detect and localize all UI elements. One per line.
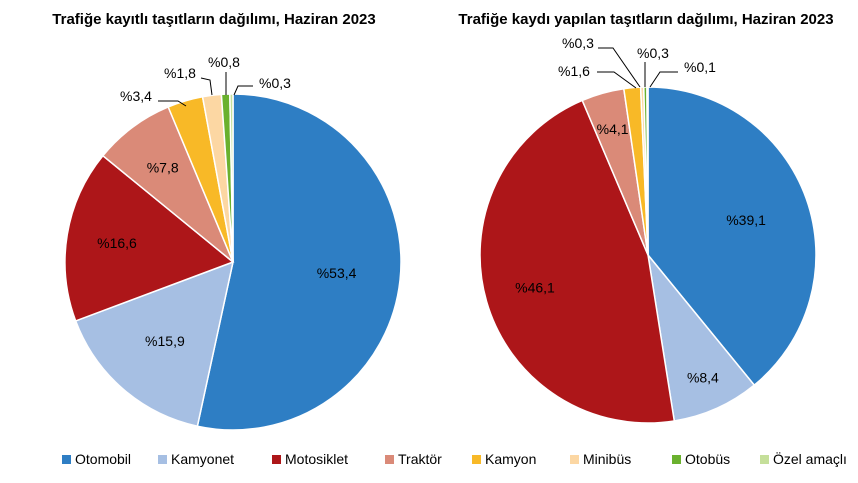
pie0-slice-kamyonet xyxy=(74,260,235,428)
legend-label-ozel-amacli: Özel amaçlı xyxy=(773,450,847,467)
pie1-label-minibus: %0,3 xyxy=(562,35,594,51)
legend-label-motosiklet: Motosiklet xyxy=(285,451,348,467)
legend-label-traktor: Traktör xyxy=(398,451,442,467)
pie0-label-traktor: %7,8 xyxy=(147,160,179,176)
legend-label-kamyonet: Kamyonet xyxy=(171,451,234,467)
legend-swatch-otomobil xyxy=(62,455,71,464)
pie-left: %53,4 %15,9 %16,6 %7,8 %3,4 %1,8 %0,8 %0,3 xyxy=(64,54,402,431)
pie1-slice-kamyonet xyxy=(646,252,756,422)
legend-item-otobus: Otobüs xyxy=(672,451,730,467)
pie0-leader-minibus xyxy=(200,77,213,96)
pie0-label-otobus: %0,8 xyxy=(208,54,240,70)
pie0-slice-otomobil xyxy=(196,93,402,431)
legend-swatch-kamyon xyxy=(472,455,481,464)
pie0-slice-ozel-amacli xyxy=(229,93,234,263)
legend-swatch-traktor xyxy=(385,455,394,464)
legend-item-ozel-amacli: Özel amaçlı xyxy=(760,450,847,467)
pie1-label-traktor: %4,1 xyxy=(597,121,629,137)
legend-swatch-ozel-amacli xyxy=(760,455,769,464)
pie-right: %39,1 %8,4 %46,1 %4,1 %1,6 %0,3 %0,3 %0,1 xyxy=(479,35,817,424)
pie1-leader-minibus xyxy=(598,47,641,88)
pie0-label-otomobil: %53,4 xyxy=(317,265,357,281)
pie1-leader-ozel-amacli xyxy=(649,71,678,88)
pie1-slice-otomobil xyxy=(647,86,817,387)
chart-title-left: Trafiğe kayıtlı taşıtların dağılımı, Haz… xyxy=(52,11,375,28)
pie0-leader-kamyon xyxy=(158,100,187,107)
pie0-label-motosiklet: %16,6 xyxy=(97,235,137,251)
legend-label-otobus: Otobüs xyxy=(685,451,730,467)
pie0-slice-motosiklet xyxy=(64,154,235,322)
legend: Otomobil Kamyonet Motosiklet Traktör Kamyon M… xyxy=(62,450,847,467)
pie1-label-otobus: %0,3 xyxy=(637,45,669,61)
pie1-slice-motosiklet xyxy=(479,99,676,424)
pie1-label-kamyon: %1,6 xyxy=(558,63,590,79)
pie1-slice-ozel-amacli xyxy=(646,86,649,256)
legend-item-kamyonet: Kamyonet xyxy=(158,451,234,467)
pie0-label-ozel-amacli: %0,3 xyxy=(259,75,291,91)
pie1-label-kamyonet: %8,4 xyxy=(687,370,719,386)
pie0-leader-ozel-amacli xyxy=(233,85,253,96)
legend-swatch-motosiklet xyxy=(272,455,281,464)
legend-swatch-kamyonet xyxy=(158,455,167,464)
legend-label-kamyon: Kamyon xyxy=(485,451,536,467)
pie0-label-kamyon: %3,4 xyxy=(120,88,152,104)
pie0-label-kamyonet: %15,9 xyxy=(145,333,185,349)
legend-item-traktor: Traktör xyxy=(385,451,442,467)
pie1-leader-kamyon xyxy=(597,71,637,89)
pie1-label-otomobil: %39,1 xyxy=(726,212,766,228)
legend-swatch-otobus xyxy=(672,455,681,464)
legend-label-minibus: Minibüs xyxy=(583,451,631,467)
pie1-label-motosiklet: %46,1 xyxy=(515,280,555,296)
pie1-label-ozel-amacli: %0,1 xyxy=(684,59,716,75)
legend-item-motosiklet: Motosiklet xyxy=(272,451,348,467)
chart-title-right: Trafiğe kaydı yapılan taşıtların dağılım… xyxy=(458,11,833,28)
pie0-label-minibus: %1,8 xyxy=(164,65,196,81)
legend-item-minibus: Minibüs xyxy=(570,451,631,467)
legend-label-otomobil: Otomobil xyxy=(75,451,131,467)
legend-swatch-minibus xyxy=(570,455,579,464)
legend-item-kamyon: Kamyon xyxy=(472,451,536,467)
legend-item-otomobil: Otomobil xyxy=(62,451,131,467)
